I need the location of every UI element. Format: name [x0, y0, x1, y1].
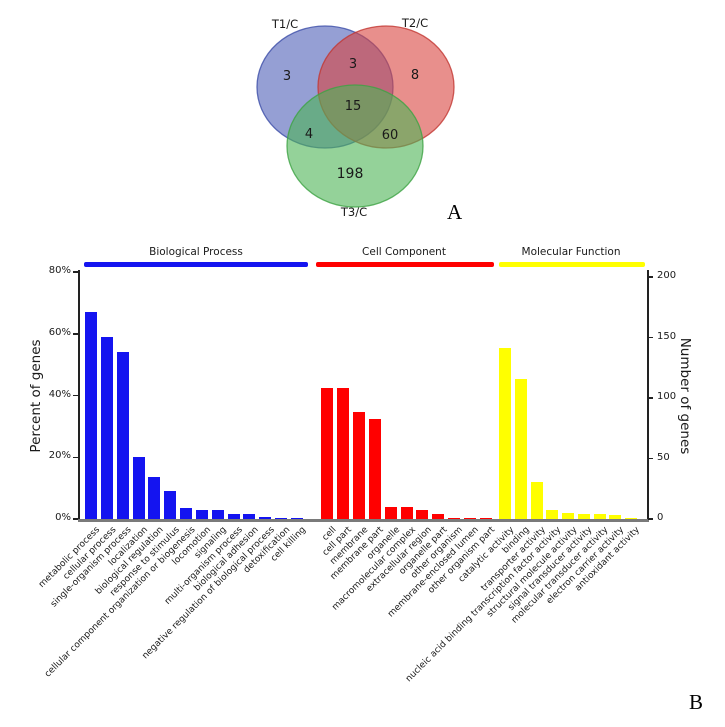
- venn-label-t2: T2/C: [401, 16, 428, 30]
- y-axis-left: [78, 270, 80, 521]
- panel-a-label: A: [447, 200, 463, 224]
- bar: [227, 514, 240, 519]
- y-tick-label-right: 200: [657, 270, 677, 281]
- venn-count-t2-only: 8: [411, 68, 419, 83]
- group-header-cell-component: Cell Component: [362, 246, 446, 258]
- y-tick-label-left: 0%: [55, 512, 71, 523]
- venn-diagram: T1/C T2/C T3/C 3 3 8 15 4 60 198: [256, 16, 455, 219]
- bar: [514, 378, 527, 519]
- bar: [116, 352, 129, 519]
- panel-b-label: B: [689, 690, 704, 714]
- venn-count-all: 15: [345, 99, 362, 114]
- y-tick-label-right: 150: [657, 330, 677, 342]
- y-tick-left: [73, 456, 78, 458]
- bar: [593, 514, 606, 519]
- group-header-biological-process: Biological Process: [149, 246, 243, 258]
- bar: [132, 457, 145, 519]
- y-tick-left: [73, 518, 78, 520]
- venn-count-t1-only: 3: [283, 69, 291, 84]
- group-header-molecular-function: Molecular Function: [521, 246, 621, 258]
- bar: [211, 510, 224, 519]
- y-tick-label-left: 20%: [48, 450, 71, 462]
- bar: [336, 387, 349, 519]
- y-tick-right: [648, 518, 653, 520]
- venn-label-t3: T3/C: [340, 205, 367, 219]
- y-tick-label-left: 80%: [48, 265, 71, 276]
- y-tick-label-left: 60%: [48, 326, 71, 338]
- bar: [464, 517, 477, 519]
- bar: [625, 518, 637, 519]
- y-tick-left: [73, 394, 78, 397]
- bar: [609, 514, 622, 519]
- y-tick-left: [73, 271, 78, 273]
- bar: [352, 412, 365, 519]
- bar: [577, 514, 590, 519]
- bar-chart: Biological Process Cell Component Molecu…: [0, 240, 725, 727]
- bar: [499, 347, 511, 519]
- venn-label-t1: T1/C: [271, 17, 298, 31]
- group-line-molecular-function: [499, 262, 645, 267]
- y-axis-right: [647, 270, 649, 521]
- bar: [530, 481, 543, 519]
- bar: [321, 387, 333, 519]
- bar: [480, 517, 492, 519]
- venn-count-t3-only: 198: [337, 166, 364, 182]
- y-tick-label-right: 100: [657, 391, 677, 402]
- group-line-biological-process: [84, 262, 308, 267]
- bar: [416, 510, 429, 519]
- bar: [164, 491, 177, 519]
- venn-count-t2-t3: 60: [382, 128, 399, 143]
- y-tick-right: [648, 457, 653, 460]
- venn-circle-t3: [286, 84, 424, 208]
- y-tick-right: [648, 276, 653, 278]
- bar: [259, 516, 272, 519]
- bar: [546, 510, 559, 519]
- bar: [195, 510, 208, 519]
- bar: [275, 517, 288, 519]
- bar: [148, 477, 161, 519]
- venn-count-t1-t3: 4: [305, 127, 313, 142]
- y-tick-left: [73, 333, 78, 335]
- bar: [562, 513, 574, 519]
- group-line-cell-component: [316, 262, 494, 267]
- y-tick-right: [648, 336, 653, 339]
- venn-count-t1-t2: 3: [349, 57, 357, 72]
- bar: [100, 336, 113, 519]
- bar: [291, 517, 303, 519]
- x-axis: [78, 519, 649, 522]
- bar: [400, 506, 413, 519]
- bar: [448, 517, 461, 519]
- bar: [384, 506, 397, 519]
- bar: [368, 418, 381, 519]
- y-tick-label-left: 40%: [48, 388, 71, 400]
- y-tick-label-right: 50: [657, 451, 670, 463]
- bar: [243, 514, 256, 519]
- bar: [180, 508, 193, 519]
- y-tick-label-right: 0: [657, 512, 664, 523]
- y-tick-right: [648, 397, 653, 399]
- bar: [432, 514, 445, 519]
- bar: [85, 312, 97, 519]
